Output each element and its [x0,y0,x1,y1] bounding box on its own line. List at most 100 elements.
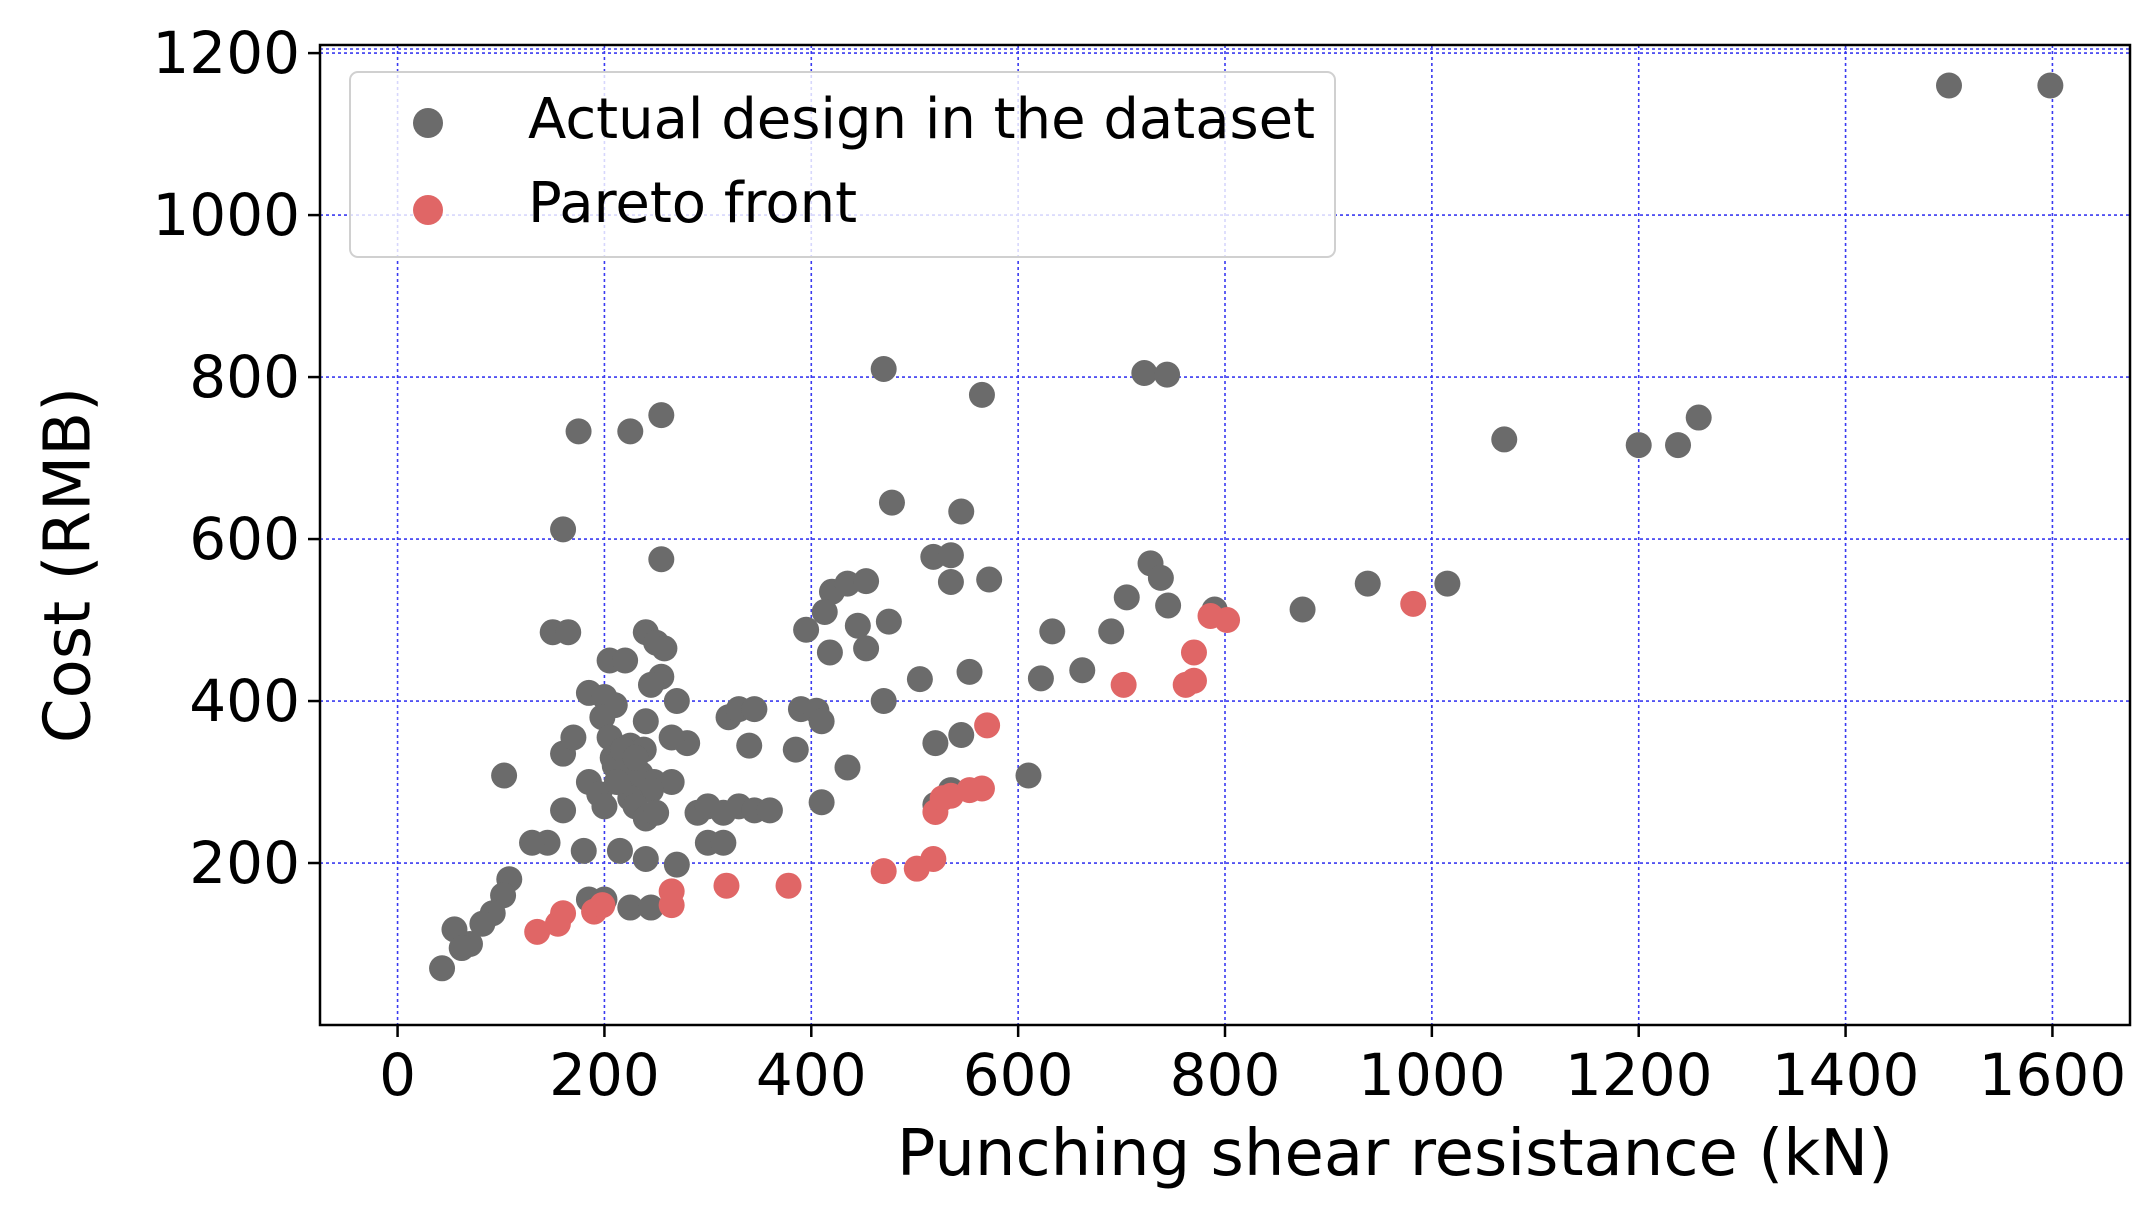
actual-design-point [1069,657,1096,684]
pareto-front-point [658,878,685,905]
legend-box [349,71,1336,258]
actual-design-point [663,851,690,878]
pareto-front-point [1214,607,1241,634]
actual-design-point [1936,72,1962,99]
actual-design-point [658,724,685,751]
y-axis-title: Cost (RMB) [32,387,106,743]
actual-design-point [648,402,675,429]
actual-design-point [1147,564,1174,591]
pareto-front-point [968,775,995,802]
x-tick-label: 1400 [1772,1041,1920,1109]
actual-design-point [808,789,835,816]
y-tick-label: 1200 [152,19,300,87]
pareto-front-point [1180,639,1207,666]
x-tick-label: 600 [963,1041,1074,1109]
actual-design-point [632,845,659,872]
actual-design-point [808,708,835,735]
axis-ticks: 0 200 400 600 800 1000 1200 1400 1600 200 400 600 80… [152,19,2126,1109]
actual-design-point [1098,618,1125,645]
actual-design-point [1685,404,1712,431]
pareto-front-point [1110,671,1137,698]
x-tick-label: 1600 [1979,1041,2127,1109]
actual-design-point [589,704,616,731]
actual-design-point [782,736,809,763]
actual-design-point [632,708,659,735]
actual-design-point [853,568,880,595]
pareto-front-point [920,845,947,872]
actual-design-point [606,837,633,864]
actual-design-point [976,566,1003,593]
actual-design-point [1491,426,1518,453]
actual-design-point [622,744,649,771]
pareto-front-point [974,712,1001,739]
actual-design-point [1039,618,1066,645]
actual-design-point [2037,72,2064,99]
actual-design-point [637,777,664,804]
actual-design-point [1665,432,1692,459]
data-points [429,72,2064,982]
actual-design-point [1015,762,1042,789]
pareto-front-point [550,900,577,927]
actual-design-point [550,516,577,543]
actual-design-point [906,666,933,693]
actual-design-point [870,355,897,382]
x-tick-label: 1200 [1565,1041,1713,1109]
actual-design-point [816,639,843,666]
actual-design-point [956,658,983,685]
actual-design-point [1154,361,1181,388]
actual-design-point [643,799,670,826]
actual-design-point [948,722,975,749]
actual-design-point [741,696,768,723]
actual-design-point [875,608,902,635]
actual-design-point [550,797,577,824]
actual-design-point [922,730,949,757]
legend-label-actual: Actual design in the dataset [528,87,1315,152]
actual-design-point [844,612,871,639]
pareto-front-point [589,892,616,919]
actual-design-point [870,688,897,715]
actual-design-point [811,598,838,625]
actual-design-point [853,635,880,662]
actual-design-point [570,837,597,864]
x-tick-label: 400 [756,1041,867,1109]
actual-design-point [1289,596,1316,623]
actual-design-point [1434,570,1461,597]
actual-design-point [878,489,905,516]
actual-design-point [1625,432,1652,459]
legend-label-pareto: Pareto front [528,171,857,236]
actual-design-point [591,793,618,820]
pareto-front-point [713,872,740,899]
actual-design-point [968,381,995,408]
x-axis-title: Punching shear resistance (kN) [897,1117,1893,1191]
pareto-front-point [870,858,897,885]
actual-design-point [612,647,639,674]
series-pareto-front [524,590,1427,945]
pareto-front-point [524,918,551,945]
actual-design-point [1155,592,1182,619]
actual-design-point [710,829,737,856]
actual-design-point [937,568,964,595]
actual-design-point [617,418,644,445]
legend: Actual design in the dataset Pareto fron… [349,71,1336,258]
actual-design-point [565,418,592,445]
actual-design-point [448,935,475,962]
y-tick-label: 800 [189,343,300,411]
actual-design-point [948,498,975,525]
y-tick-label: 400 [189,667,300,735]
actual-design-point [617,894,644,921]
actual-design-point [637,894,664,921]
actual-design-point [560,724,587,751]
pareto-front-point [1400,590,1427,617]
actual-design-point [793,616,820,643]
actual-design-point [658,769,685,796]
legend-marker-pareto [413,195,443,225]
actual-design-point [603,769,630,796]
actual-design-point [937,542,964,569]
x-tick-label: 1000 [1358,1041,1506,1109]
x-tick-label: 800 [1170,1041,1281,1109]
actual-design-point [469,910,496,937]
x-tick-label: 200 [549,1041,660,1109]
y-tick-label: 600 [189,505,300,573]
actual-design-point [555,619,582,646]
actual-design-point [519,829,546,856]
